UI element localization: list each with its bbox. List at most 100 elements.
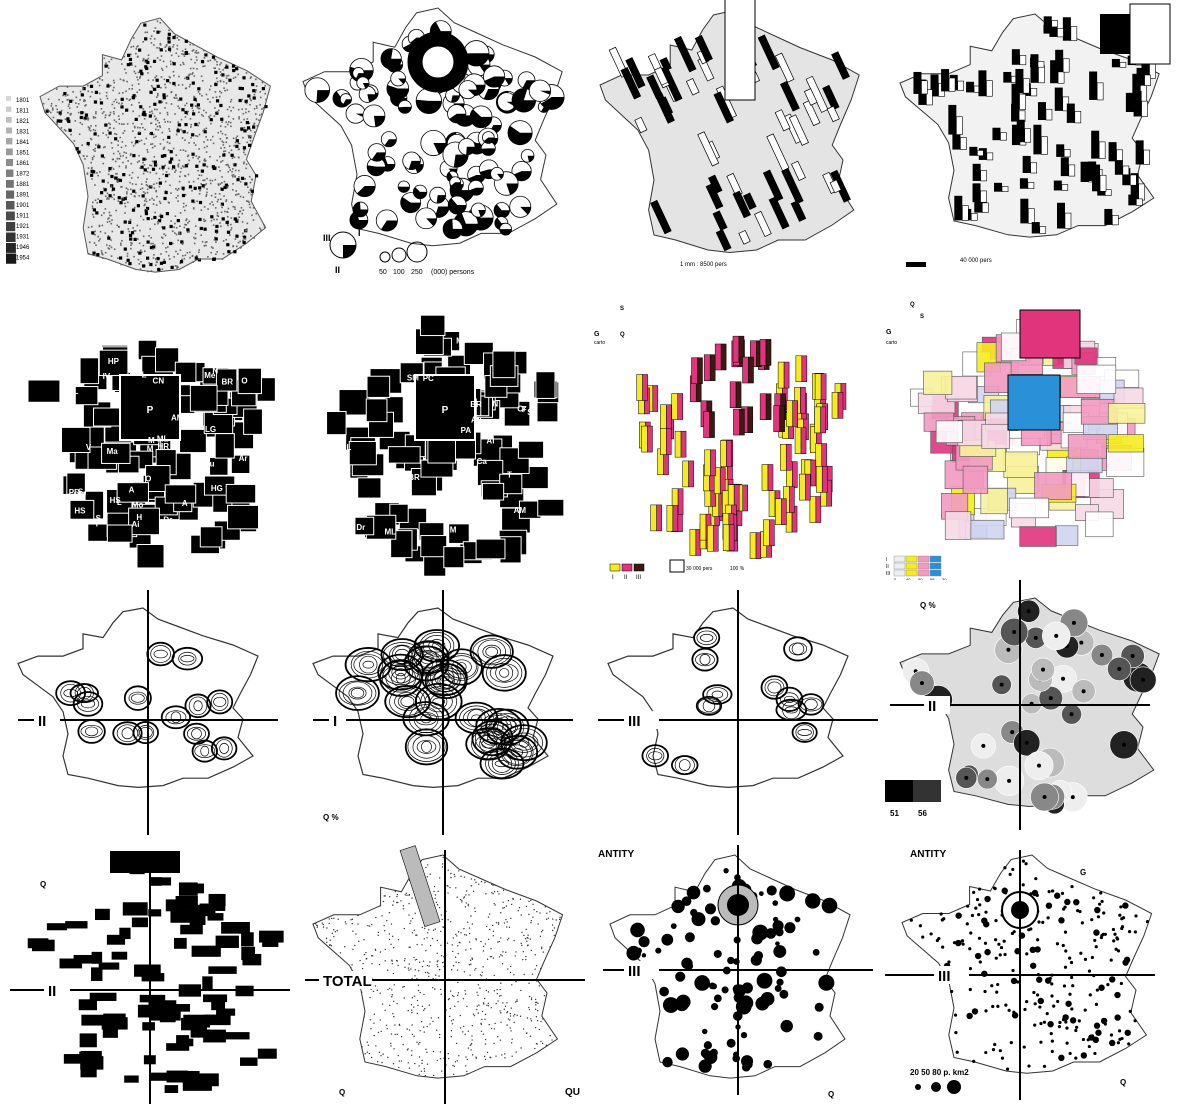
density-dot <box>106 221 109 223</box>
density-dot <box>222 240 225 242</box>
density-dot <box>147 54 150 56</box>
density-dot <box>107 247 110 249</box>
density-dot <box>220 211 223 213</box>
density-dot <box>120 97 124 101</box>
pie-slice <box>398 78 406 84</box>
stipple-dot <box>333 929 335 931</box>
stipple-dot <box>500 954 502 956</box>
department-label: IV <box>103 372 111 381</box>
department-label: SM <box>407 373 419 382</box>
density-dot <box>151 112 154 115</box>
flow-bar <box>803 88 818 106</box>
stipple-dot <box>484 1043 487 1045</box>
stipple-dot <box>418 1065 420 1067</box>
density-dot <box>230 149 233 152</box>
density-dot <box>159 30 162 33</box>
density-dot <box>75 147 79 151</box>
density-dot <box>204 184 207 186</box>
density-dot <box>102 146 105 149</box>
density-dot <box>107 83 110 86</box>
isoline <box>699 653 711 666</box>
density-dot <box>1080 921 1084 925</box>
density-dot <box>150 270 153 272</box>
density-dot <box>218 166 220 168</box>
department-label: PO <box>530 491 542 500</box>
stipple-dot <box>507 1018 510 1020</box>
stipple-dot <box>457 1001 459 1003</box>
stipple-dot <box>415 934 417 936</box>
density-dot <box>947 960 951 964</box>
density-dot <box>249 97 251 100</box>
bar-column <box>1091 130 1100 159</box>
density-dot <box>151 143 154 145</box>
density-dot <box>238 142 241 145</box>
density-dot <box>193 142 195 144</box>
density-dot <box>117 140 120 142</box>
density-dot <box>158 200 161 203</box>
density-dot <box>132 45 135 48</box>
stipple-dot <box>434 928 437 930</box>
department-label: O <box>241 376 247 385</box>
density-dot <box>74 120 77 122</box>
density-dot <box>178 39 180 41</box>
density-dot <box>174 171 176 173</box>
corner-label: QU <box>565 1087 580 1098</box>
department-block <box>101 442 131 464</box>
density-dot <box>152 203 155 205</box>
density-dot <box>1080 1052 1088 1059</box>
density-dot <box>128 233 133 237</box>
density-dot <box>1005 1067 1010 1071</box>
density-dot <box>136 76 138 79</box>
stipple-dot <box>465 894 467 896</box>
stipple-dot <box>357 914 359 917</box>
density-dot <box>118 165 121 168</box>
density-dot <box>102 257 104 259</box>
stipple-dot <box>464 906 467 908</box>
density-dot <box>1093 938 1097 943</box>
stipple-dot <box>397 938 400 941</box>
bar-column <box>1011 103 1020 122</box>
density-dot <box>1068 992 1072 996</box>
isoline-map-dense: IQ % <box>312 590 573 835</box>
density-dot <box>223 146 226 149</box>
density-dot <box>229 169 232 171</box>
density-dot <box>182 206 185 208</box>
density-dot <box>183 209 186 212</box>
density-dot <box>189 43 191 46</box>
density-dot <box>194 232 197 235</box>
stipple-dot <box>466 890 468 892</box>
bar-column <box>1043 24 1052 34</box>
density-dot <box>132 122 134 125</box>
density-dot <box>219 169 221 172</box>
rect-symbol <box>180 924 203 935</box>
stipple-dot <box>477 994 479 996</box>
stipple-dot <box>426 964 429 967</box>
density-dot <box>1036 938 1040 942</box>
density-dot <box>204 241 207 244</box>
density-dot <box>1023 1007 1027 1012</box>
density-dot <box>160 154 165 158</box>
stipple-dot <box>526 937 528 939</box>
density-dot <box>1050 994 1054 998</box>
density-dot <box>953 1013 958 1017</box>
department-block <box>348 440 377 466</box>
density-dot <box>73 140 76 142</box>
stipple-dot <box>466 1070 468 1073</box>
stipple-dot <box>371 955 374 957</box>
bar-column <box>1030 54 1039 83</box>
density-dot <box>240 121 242 124</box>
legend-year: 1841 <box>16 140 30 146</box>
stipple-dot <box>469 974 471 976</box>
isoline <box>518 737 530 748</box>
density-dot <box>225 121 228 124</box>
density-dot <box>200 113 203 116</box>
density-dot <box>1100 1017 1108 1025</box>
stipple-dot <box>379 1019 381 1021</box>
density-dot <box>1044 977 1052 984</box>
density-dot <box>252 207 255 209</box>
density-dot <box>138 263 141 265</box>
density-dot <box>70 112 72 115</box>
density-dot <box>1010 977 1018 985</box>
stipple-dot <box>473 1014 476 1017</box>
rect-symbol <box>159 877 172 886</box>
